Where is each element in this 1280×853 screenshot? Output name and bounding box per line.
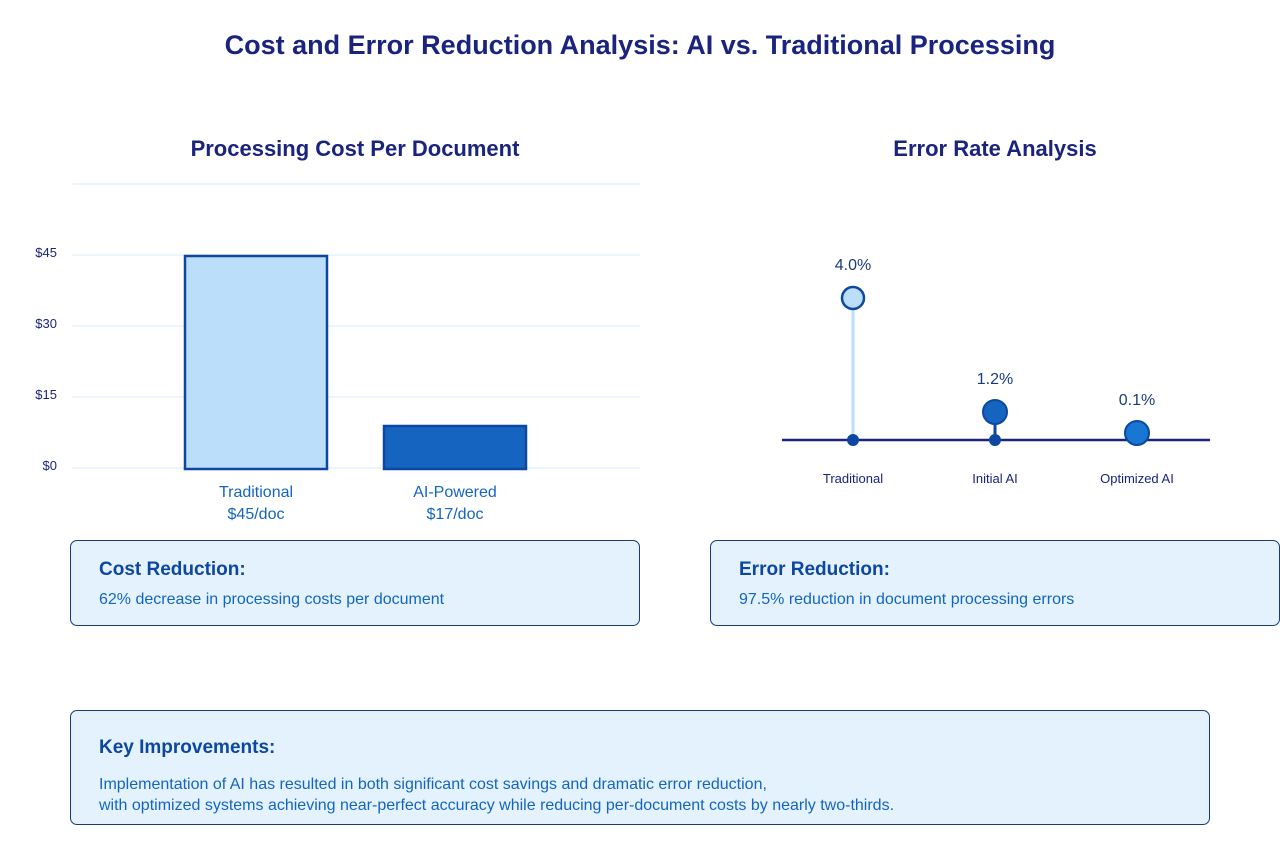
y-tick: $0	[43, 458, 57, 473]
cost-chart-title: Processing Cost Per Document	[190, 136, 520, 161]
point-optimized-ai[interactable]	[1124, 420, 1150, 446]
key-improvements-card: Key Improvements: Implementation of AI h…	[70, 710, 1210, 825]
card-text-line1: Implementation of AI has resulted in bot…	[99, 776, 767, 793]
bar-ai-powered[interactable]	[382, 424, 528, 471]
error-lollipop-chart: 4.0% 1.2% 0.1% Traditional Initial AI Op…	[782, 257, 1210, 486]
card-title: Key Improvements:	[99, 737, 276, 758]
x-axis-labels: Traditional $45/doc AI-Powered $17/doc	[219, 484, 497, 523]
y-tick: $15	[35, 387, 57, 402]
bar-label: AI-Powered	[413, 484, 497, 501]
value-label: 0.1%	[1119, 392, 1155, 409]
category-labels: Traditional Initial AI Optimized AI	[823, 471, 1174, 486]
value-label: 4.0%	[835, 257, 871, 274]
bar-label: Traditional	[219, 484, 293, 501]
value-label: 1.2%	[977, 371, 1013, 388]
bar-sublabel: $45/doc	[228, 506, 285, 523]
bar-sublabel: $17/doc	[427, 506, 484, 523]
gridlines	[72, 183, 640, 469]
value-labels: 4.0% 1.2% 0.1%	[835, 257, 1155, 409]
cost-bar-chart: $45 $30 $15 $0 Traditional $45/doc AI-Po…	[35, 183, 640, 523]
card-text: 62% decrease in processing costs per doc…	[99, 591, 445, 608]
base-dot	[847, 434, 859, 446]
point-initial-ai[interactable]	[982, 399, 1008, 425]
cost-reduction-card: Cost Reduction: 62% decrease in processi…	[70, 540, 640, 626]
card-title: Error Reduction:	[739, 559, 890, 580]
category-label: Initial AI	[972, 471, 1018, 486]
page-title: Cost and Error Reduction Analysis: AI vs…	[224, 30, 1056, 60]
y-tick: $30	[35, 316, 57, 331]
y-tick: $45	[35, 245, 57, 260]
base-dot	[989, 434, 1001, 446]
category-label: Traditional	[823, 471, 883, 486]
error-reduction-card: Error Reduction: 97.5% reduction in docu…	[710, 540, 1280, 626]
bar-traditional[interactable]	[183, 254, 329, 471]
card-title: Cost Reduction:	[99, 559, 246, 580]
card-text: 97.5% reduction in document processing e…	[739, 591, 1075, 608]
error-chart-title: Error Rate Analysis	[893, 136, 1097, 161]
card-text-line2: with optimized systems achieving near-pe…	[99, 797, 895, 814]
point-traditional[interactable]	[840, 285, 866, 311]
y-axis-ticks: $45 $30 $15 $0	[35, 245, 57, 473]
category-label: Optimized AI	[1100, 471, 1174, 486]
